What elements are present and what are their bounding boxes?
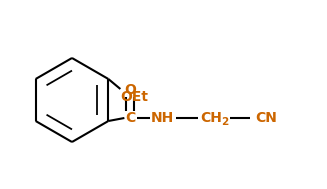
Text: O: O	[125, 83, 136, 97]
Text: C: C	[125, 111, 135, 125]
Text: CH: CH	[200, 111, 222, 125]
Text: 2: 2	[221, 117, 228, 127]
Text: CN: CN	[255, 111, 277, 125]
Text: OEt: OEt	[120, 90, 148, 104]
Text: NH: NH	[151, 111, 174, 125]
